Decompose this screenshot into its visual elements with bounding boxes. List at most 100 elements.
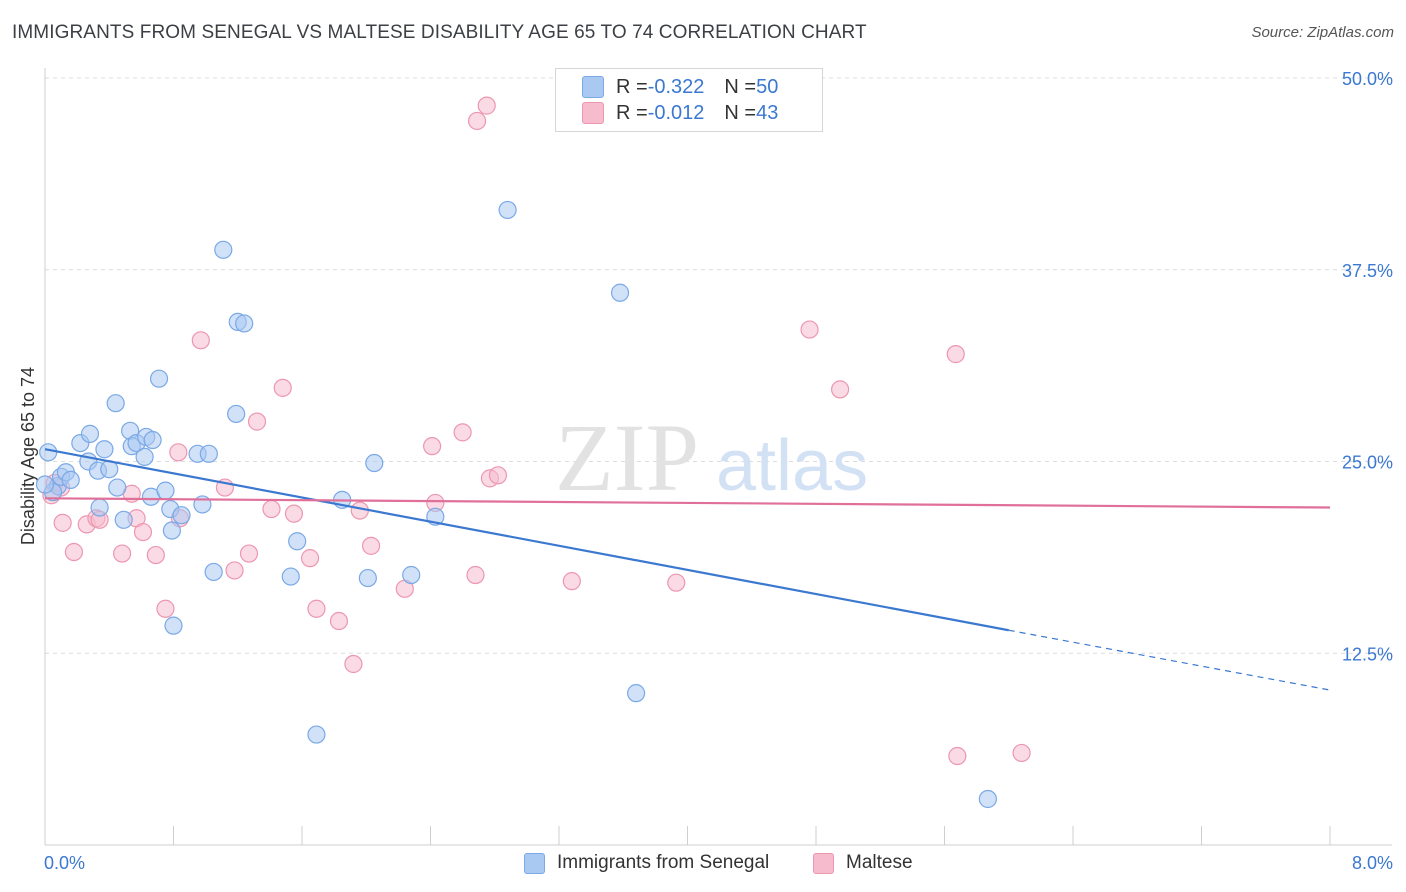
legend-row-senegal: R = -0.322 N = 50 <box>582 75 778 99</box>
senegal-point <box>498 200 517 220</box>
senegal-point <box>80 424 100 443</box>
maltese-point <box>467 111 487 131</box>
maltese-point <box>830 380 850 399</box>
trend-line-maltese <box>44 497 1331 509</box>
legend-n-label: N = <box>724 75 757 98</box>
maltese-point <box>225 561 244 580</box>
senegal-point <box>156 481 175 500</box>
legend-label-maltese: Maltese <box>846 852 913 873</box>
senegal-point <box>288 532 307 551</box>
senegal-point <box>199 444 218 463</box>
legend-r-value: -0.322 <box>647 75 705 98</box>
legend-n-label: N = <box>724 101 757 124</box>
legend-swatch-senegal <box>582 76 604 98</box>
legend-r-value: -0.012 <box>647 101 705 124</box>
maltese-point <box>146 545 165 565</box>
maltese-point <box>239 544 259 563</box>
y-tick-label: 12.5% <box>1342 644 1393 664</box>
legend-item-senegal[interactable]: Immigrants from Senegal <box>524 852 769 874</box>
x-tick-labels: 0.0% 8.0% <box>44 853 1393 873</box>
senegal-point <box>610 283 630 302</box>
legend-item-maltese[interactable]: Maltese <box>813 852 913 874</box>
maltese-point <box>300 549 320 568</box>
maltese-point <box>262 499 281 519</box>
senegal-point <box>307 725 326 744</box>
maltese-point <box>453 423 472 442</box>
senegal-point <box>39 443 58 462</box>
senegal-point <box>402 565 421 585</box>
maltese-point <box>191 331 210 350</box>
maltese-point <box>273 378 292 397</box>
legend-row-maltese: R = -0.012 N = 43 <box>582 101 778 125</box>
maltese-point <box>284 504 304 523</box>
maltese-point <box>53 513 72 532</box>
senegal-point <box>114 510 133 529</box>
maltese-point <box>667 573 686 592</box>
y-axis-label: Disability Age 65 to 74 <box>18 367 38 545</box>
senegal-point <box>978 789 997 809</box>
senegal-point <box>162 521 181 540</box>
maltese-point <box>247 412 267 431</box>
maltese-point <box>562 572 581 591</box>
series-legend: Immigrants from Senegal Maltese <box>0 852 1406 876</box>
senegal-point <box>358 568 377 588</box>
senegal-point <box>227 404 246 424</box>
y-tick-labels: 12.5% 25.0% 37.5% 50.0% <box>1342 69 1393 664</box>
y-tick-label: 37.5% <box>1342 261 1393 281</box>
maltese-point <box>361 536 381 555</box>
senegal-point <box>95 440 114 459</box>
maltese-point <box>64 542 84 562</box>
legend-r-label: R = <box>616 101 648 124</box>
senegal-point <box>214 240 233 259</box>
stats-legend: R = -0.322 N = 50 R = -0.012 N = 43 <box>555 68 823 132</box>
senegal-point <box>235 314 254 333</box>
chart-title: IMMIGRANTS FROM SENEGAL VS MALTESE DISAB… <box>12 22 867 43</box>
maltese-point <box>1012 743 1031 763</box>
x-tick-label: 0.0% <box>44 853 85 873</box>
legend-swatch-senegal <box>524 852 545 874</box>
legend-r-label: R = <box>616 75 648 98</box>
legend-n-value: 43 <box>756 101 779 124</box>
senegal-point <box>149 369 169 388</box>
maltese-point <box>307 599 326 618</box>
watermark-atlas: atlas <box>716 426 868 506</box>
maltese-point <box>169 443 188 462</box>
y-tick-label: 50.0% <box>1342 69 1393 89</box>
maltese-point <box>948 746 967 766</box>
maltese-point <box>112 544 132 563</box>
senegal-point <box>90 498 109 517</box>
maltese-point <box>423 437 442 456</box>
senegal-point <box>106 394 125 413</box>
legend-n-value: 50 <box>756 75 779 98</box>
senegal-point <box>35 475 55 494</box>
senegal-point <box>164 616 183 635</box>
maltese-point <box>488 466 508 485</box>
maltese-point <box>800 320 819 339</box>
grid-lines <box>45 77 1392 654</box>
senegal-point <box>143 430 162 450</box>
watermark-zip: ZIP <box>555 404 699 511</box>
senegal-point <box>61 470 80 490</box>
trend-line-senegal <box>44 448 1009 632</box>
legend-swatch-maltese <box>582 102 604 124</box>
legend-label-senegal: Immigrants from Senegal <box>557 852 770 873</box>
trend-lines <box>44 448 1331 691</box>
senegal-point <box>626 684 646 703</box>
senegal-point <box>365 453 384 473</box>
senegal-points <box>35 200 997 809</box>
maltese-point <box>329 611 349 631</box>
senegal-point <box>135 447 154 466</box>
maltese-points <box>42 96 1031 766</box>
source-label: Source: ZipAtlas.com <box>1251 24 1394 41</box>
senegal-point <box>281 567 300 586</box>
watermark: ZIP atlas <box>555 404 868 511</box>
senegal-point <box>204 562 223 582</box>
maltese-point <box>344 654 363 674</box>
x-tick-label: 8.0% <box>1352 853 1393 873</box>
maltese-point <box>156 599 175 618</box>
legend-swatch-maltese <box>813 852 834 874</box>
senegal-point <box>172 506 191 525</box>
trend-line-senegal-extension <box>1008 629 1331 691</box>
maltese-point <box>133 522 153 542</box>
